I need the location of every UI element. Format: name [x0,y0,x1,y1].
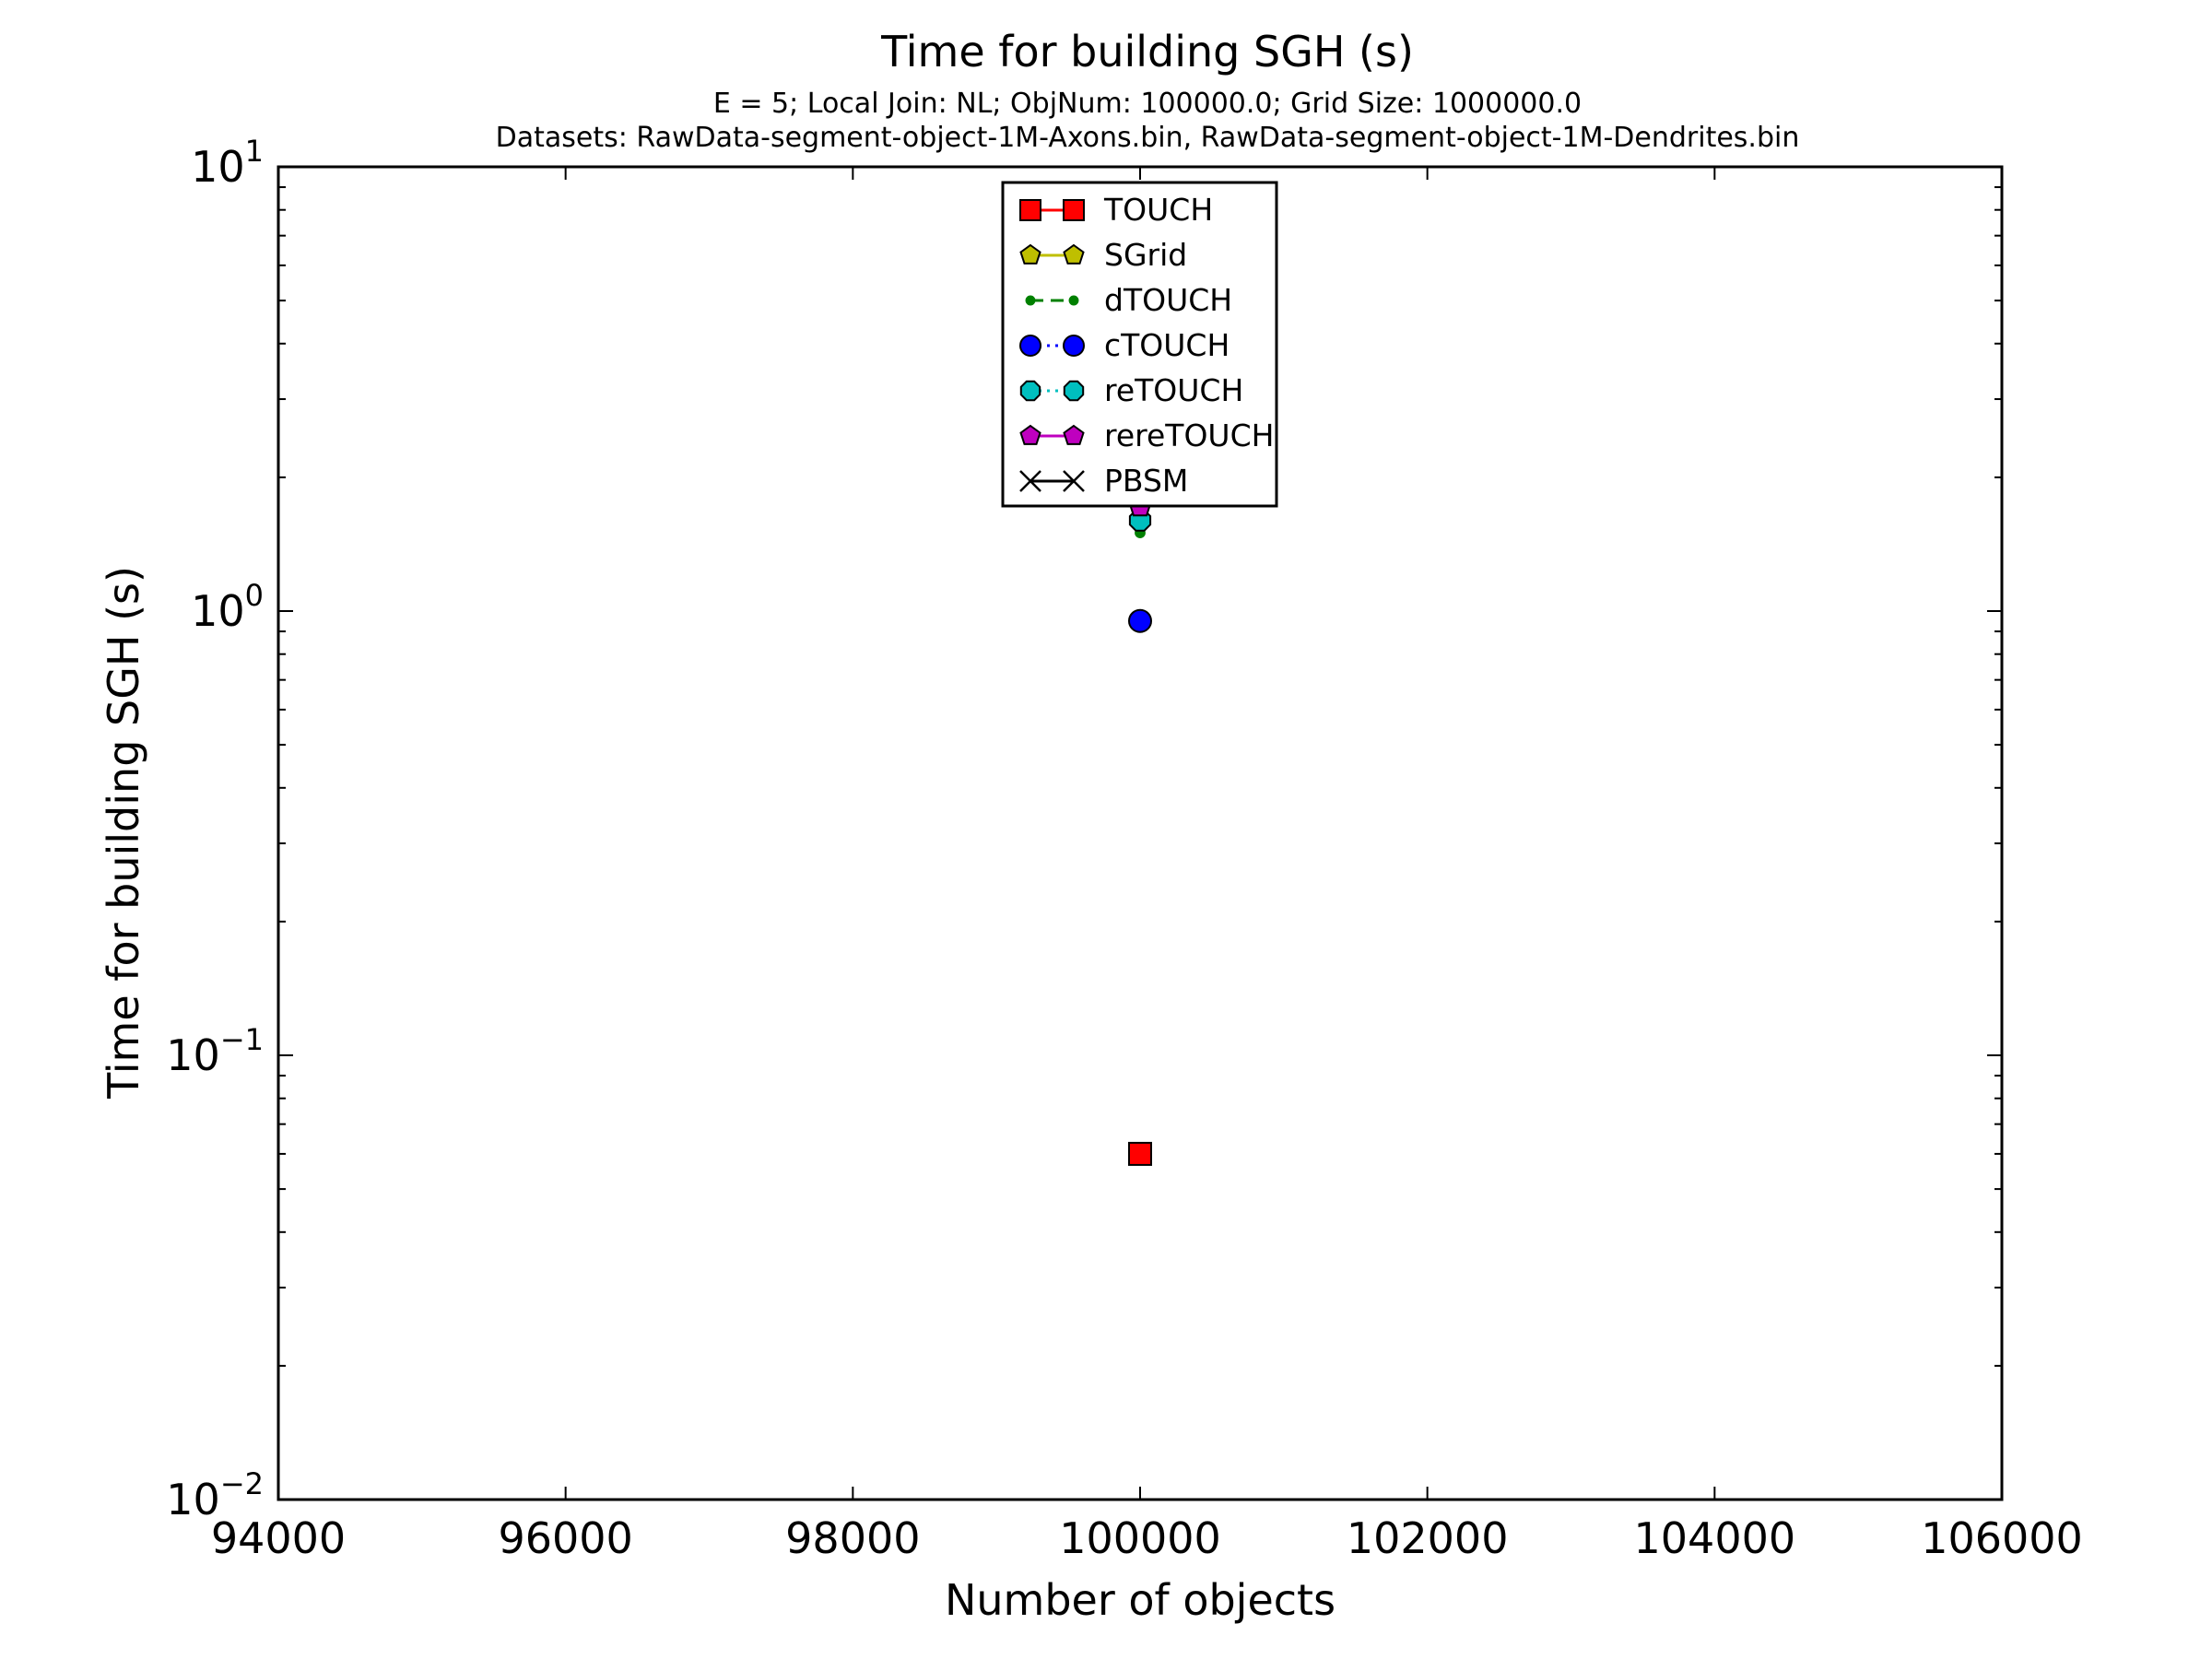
chart-subtitle-line-2: Datasets: RawData-segment-object-1M-Axon… [496,122,1800,154]
x-axis-ticks: 94000 96000 98000 100000 102000 104000 106000 [211,167,2083,1563]
legend-label-pbsm: PBSM [1104,463,1188,499]
x-axis-label: Number of objects [945,1575,1335,1625]
legend-marker-retouch [1063,380,1085,402]
x-tick-label: 98000 [785,1513,920,1563]
y-axis-label: Time for building SGH (s) [99,566,148,1100]
legend-marker-reretouch [1019,424,1041,445]
legend-label-touch: TOUCH [1103,192,1213,228]
x-tick-label: 96000 [498,1513,632,1563]
legend-label-sgrid: SGrid [1104,237,1187,273]
legend-marker-ctouch [1019,335,1041,357]
x-tick-label: 100000 [1059,1513,1221,1563]
legend-marker-sgrid [1063,243,1085,265]
legend-label-retouch: reTOUCH [1104,372,1243,408]
legend-label-reretouch: rereTOUCH [1104,418,1274,453]
y-tick-label: 10−2 [166,1466,264,1524]
chart-subtitle-line-1: E = 5; Local Join: NL; ObjNum: 100000.0;… [713,88,1582,120]
legend-marker-pbsm [1019,470,1041,492]
y-tick-label: 101 [191,134,264,192]
legend: TOUCH SGrid dTOUCH cTOUCH reTOUCH rereTOUCH PB… [1001,181,1278,508]
legend-label-dtouch: dTOUCH [1104,282,1232,318]
data-point-touch [1128,1141,1152,1166]
legend-marker-reretouch [1063,424,1085,445]
y-tick-label: 10−1 [166,1022,264,1080]
y-axis-ticks: 10−2 10−1 100 101 [166,134,2002,1524]
legend-marker-touch [1063,199,1085,221]
chart-title: Time for building SGH (s) [880,27,1414,76]
x-tick-label: 94000 [211,1513,346,1563]
y-tick-label: 100 [191,578,264,636]
legend-marker-ctouch [1063,335,1085,357]
legend-marker-retouch [1019,380,1041,402]
legend-marker-pbsm [1063,470,1085,492]
legend-marker-touch [1019,199,1041,221]
legend-marker-sgrid [1019,243,1041,265]
legend-label-ctouch: cTOUCH [1104,327,1230,363]
x-tick-label: 102000 [1347,1513,1509,1563]
plot-area: 94000 96000 98000 100000 102000 104000 106000 … [166,134,2083,1563]
legend-marker-dtouch [1068,295,1079,306]
data-point-ctouch [1128,608,1152,633]
x-tick-label: 106000 [1921,1513,2083,1563]
x-tick-label: 104000 [1634,1513,1796,1563]
legend-marker-dtouch [1025,295,1036,306]
